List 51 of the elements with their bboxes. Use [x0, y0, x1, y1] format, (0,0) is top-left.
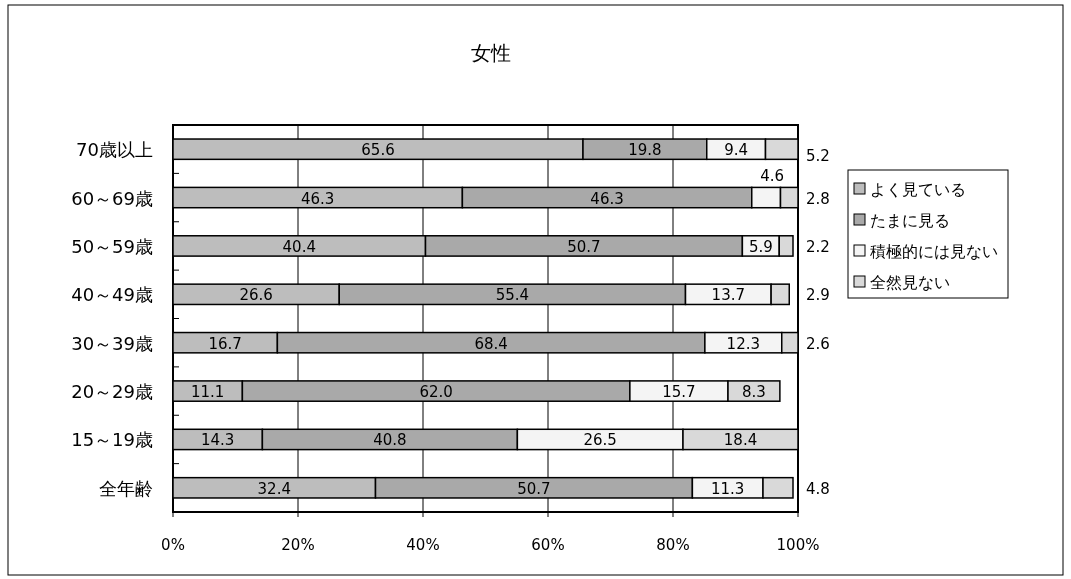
data-label: 68.4 — [474, 334, 508, 353]
data-label: 14.3 — [200, 431, 235, 450]
data-label: 55.4 — [495, 286, 530, 305]
y-tick-label: 30～39歳 — [71, 332, 153, 354]
data-label: 15.7 — [662, 383, 696, 402]
data-label: 4.6 — [760, 167, 785, 186]
data-label: 9.4 — [724, 141, 749, 160]
data-label: 5.2 — [806, 147, 830, 166]
x-tick-label: 80% — [656, 536, 690, 554]
y-tick-label: 20～29歳 — [71, 381, 153, 403]
data-label: 2.2 — [806, 237, 830, 256]
data-label: 18.4 — [723, 431, 758, 450]
data-label: 8.3 — [742, 383, 766, 402]
y-tick-label: 70歳以上 — [76, 139, 153, 161]
legend-label: 全然見ない — [870, 273, 950, 292]
y-tick-label: 40～49歳 — [71, 284, 153, 306]
legend-label: 積極的には見ない — [870, 242, 998, 261]
data-label: 12.3 — [726, 334, 761, 353]
data-label: 2.9 — [806, 286, 830, 305]
data-label: 19.8 — [628, 141, 662, 160]
y-tick-label: 15～19歳 — [71, 429, 153, 451]
data-label: 5.9 — [748, 237, 773, 256]
data-label: 46.3 — [300, 189, 335, 208]
data-label: 16.7 — [208, 334, 242, 353]
legend-label: たまに見る — [870, 211, 950, 230]
data-label: 13.7 — [711, 286, 746, 305]
data-label: 26.5 — [583, 431, 617, 450]
data-label: 4.8 — [806, 479, 830, 498]
x-tick-label: 20% — [281, 536, 315, 554]
data-label: 11.1 — [190, 383, 225, 402]
y-tick-label: 60～69歳 — [71, 187, 153, 209]
data-label: 62.0 — [419, 383, 453, 402]
x-tick-label: 60% — [531, 536, 565, 554]
legend-label: よく見ている — [870, 180, 966, 199]
data-label: 11.3 — [710, 479, 745, 498]
data-label: 50.7 — [517, 479, 551, 498]
data-label: 65.6 — [361, 141, 395, 160]
x-tick-label: 0% — [161, 536, 185, 554]
y-tick-label: 50～59歳 — [71, 235, 153, 257]
data-label: 2.8 — [806, 189, 830, 208]
x-tick-label: 40% — [406, 536, 440, 554]
data-label: 40.8 — [373, 431, 407, 450]
data-label: 32.4 — [257, 479, 291, 498]
data-label: 40.4 — [282, 237, 316, 256]
data-label: 46.3 — [590, 189, 624, 208]
data-label: 26.6 — [239, 286, 273, 305]
x-tick-label: 100% — [776, 536, 820, 554]
y-tick-label: 全年齢 — [99, 477, 153, 499]
data-label: 2.6 — [806, 334, 830, 353]
data-label: 50.7 — [567, 237, 601, 256]
chart-title: 女性 — [470, 41, 511, 65]
